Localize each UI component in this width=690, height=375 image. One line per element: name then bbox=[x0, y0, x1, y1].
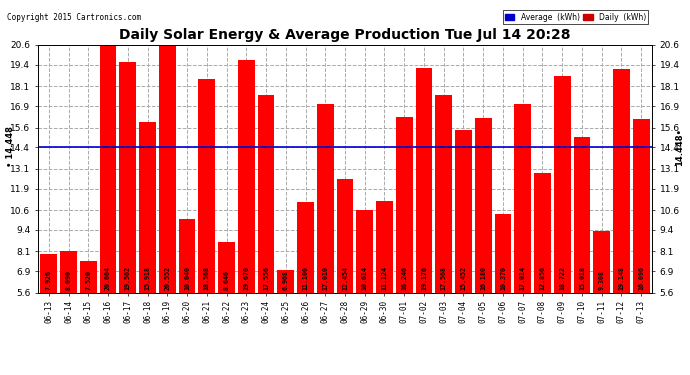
Bar bbox=[317, 104, 334, 375]
Bar bbox=[80, 261, 97, 375]
Text: 20.604: 20.604 bbox=[105, 266, 111, 290]
Bar bbox=[455, 130, 472, 375]
Text: 19.562: 19.562 bbox=[125, 266, 131, 290]
Bar bbox=[277, 270, 294, 375]
Title: Daily Solar Energy & Average Production Tue Jul 14 20:28: Daily Solar Energy & Average Production … bbox=[119, 28, 571, 42]
Text: 11.100: 11.100 bbox=[302, 266, 308, 290]
Text: 8.646: 8.646 bbox=[224, 270, 230, 290]
Text: 8.090: 8.090 bbox=[66, 270, 72, 290]
Text: 19.148: 19.148 bbox=[618, 266, 624, 290]
Text: 11.124: 11.124 bbox=[382, 266, 388, 290]
Legend: Average  (kWh), Daily  (kWh): Average (kWh), Daily (kWh) bbox=[503, 10, 648, 24]
Text: 7.520: 7.520 bbox=[86, 270, 91, 290]
Bar bbox=[435, 95, 452, 375]
Bar bbox=[60, 251, 77, 375]
Text: 10.370: 10.370 bbox=[500, 266, 506, 290]
Bar bbox=[238, 60, 255, 375]
Bar bbox=[179, 219, 195, 375]
Text: 12.856: 12.856 bbox=[540, 266, 546, 290]
Text: 6.968: 6.968 bbox=[283, 270, 288, 290]
Bar bbox=[41, 254, 57, 375]
Bar bbox=[475, 118, 491, 375]
Text: • 14.448: • 14.448 bbox=[6, 126, 14, 167]
Bar bbox=[495, 214, 511, 375]
Bar bbox=[199, 78, 215, 375]
Text: 9.308: 9.308 bbox=[599, 270, 604, 290]
Text: 17.568: 17.568 bbox=[441, 266, 446, 290]
Text: 15.452: 15.452 bbox=[460, 266, 466, 290]
Text: 10.614: 10.614 bbox=[362, 266, 368, 290]
Bar bbox=[218, 242, 235, 375]
Text: 10.040: 10.040 bbox=[184, 266, 190, 290]
Bar bbox=[376, 201, 393, 375]
Bar bbox=[633, 119, 649, 375]
Bar bbox=[573, 137, 591, 375]
Text: 7.926: 7.926 bbox=[46, 270, 52, 290]
Bar bbox=[159, 46, 176, 375]
Text: 17.010: 17.010 bbox=[322, 266, 328, 290]
Text: 19.670: 19.670 bbox=[244, 266, 249, 290]
Text: 16.096: 16.096 bbox=[638, 266, 644, 290]
Bar bbox=[297, 202, 314, 375]
Text: 15.918: 15.918 bbox=[144, 266, 150, 290]
Text: Copyright 2015 Cartronics.com: Copyright 2015 Cartronics.com bbox=[7, 13, 141, 22]
Bar bbox=[356, 210, 373, 375]
Bar bbox=[554, 76, 571, 375]
Text: 16.180: 16.180 bbox=[480, 266, 486, 290]
Bar bbox=[534, 173, 551, 375]
Bar bbox=[514, 104, 531, 375]
Text: 20.552: 20.552 bbox=[164, 266, 170, 290]
Text: 17.014: 17.014 bbox=[520, 266, 526, 290]
Bar bbox=[99, 45, 117, 375]
Bar bbox=[139, 122, 156, 375]
Bar bbox=[415, 69, 433, 375]
Text: 19.176: 19.176 bbox=[421, 266, 427, 290]
Text: 12.454: 12.454 bbox=[342, 266, 348, 290]
Bar bbox=[119, 62, 136, 375]
Text: 17.556: 17.556 bbox=[263, 266, 269, 290]
Bar bbox=[337, 179, 353, 375]
Bar bbox=[396, 117, 413, 375]
Bar bbox=[257, 95, 275, 375]
Text: 15.018: 15.018 bbox=[579, 266, 585, 290]
Text: 18.568: 18.568 bbox=[204, 266, 210, 290]
Text: 16.246: 16.246 bbox=[402, 266, 407, 290]
Bar bbox=[613, 69, 630, 375]
Text: 14.448•: 14.448• bbox=[676, 128, 684, 165]
Text: 18.722: 18.722 bbox=[559, 266, 565, 290]
Bar bbox=[593, 231, 610, 375]
